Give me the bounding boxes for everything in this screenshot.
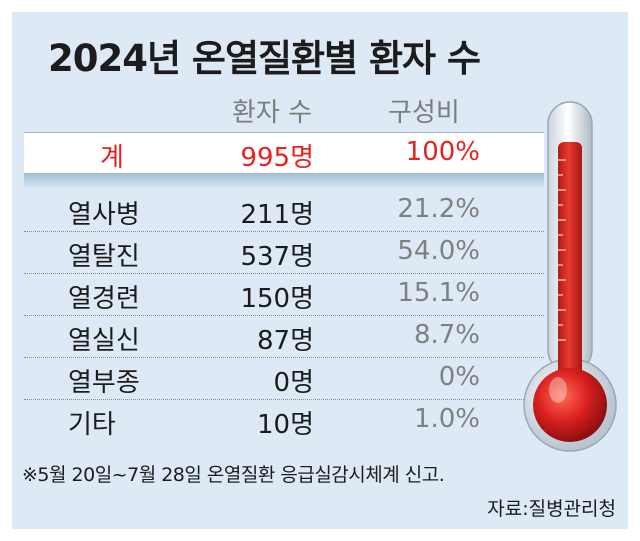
row-share: 21.2%	[397, 194, 480, 224]
source-credit: 자료:질병관리청	[487, 498, 616, 520]
row-name: 열탈진	[68, 242, 140, 272]
row-divider	[24, 315, 544, 316]
row-share: 0%	[438, 362, 480, 392]
row-patients: 150명	[240, 284, 314, 314]
row-divider	[24, 231, 544, 232]
footnote: ※5월 20일~7월 28일 온열질환 응급실감시체계 신고.	[22, 464, 445, 486]
row-divider	[24, 357, 544, 358]
row-name: 열사병	[68, 200, 140, 230]
infographic-panel	[12, 12, 628, 529]
chart-title: 2024년 온열질환별 환자 수	[48, 37, 481, 80]
column-header-share: 구성비	[388, 98, 460, 128]
column-header-patients: 환자 수	[232, 98, 313, 128]
row-share: 54.0%	[397, 236, 480, 266]
total-label: 계	[100, 143, 124, 173]
row-name: 열실신	[68, 326, 140, 356]
thermometer-icon	[523, 101, 617, 452]
row-patients: 537명	[240, 242, 314, 272]
total-share: 100%	[405, 137, 480, 167]
row-share: 1.0%	[413, 404, 480, 434]
row-share: 15.1%	[397, 278, 480, 308]
row-name: 열경련	[68, 284, 140, 314]
row-divider	[24, 399, 544, 400]
row-patients: 211명	[240, 200, 314, 230]
row-name: 열부종	[68, 368, 140, 398]
row-name: 기타	[68, 410, 116, 440]
total-row-band	[24, 173, 544, 189]
row-patients: 0명	[273, 368, 314, 398]
row-patients: 87명	[256, 326, 314, 356]
row-patients: 10명	[256, 410, 314, 440]
row-share: 8.7%	[413, 320, 480, 350]
total-row-background	[24, 133, 544, 173]
row-divider	[24, 273, 544, 274]
total-patients: 995명	[240, 143, 314, 173]
